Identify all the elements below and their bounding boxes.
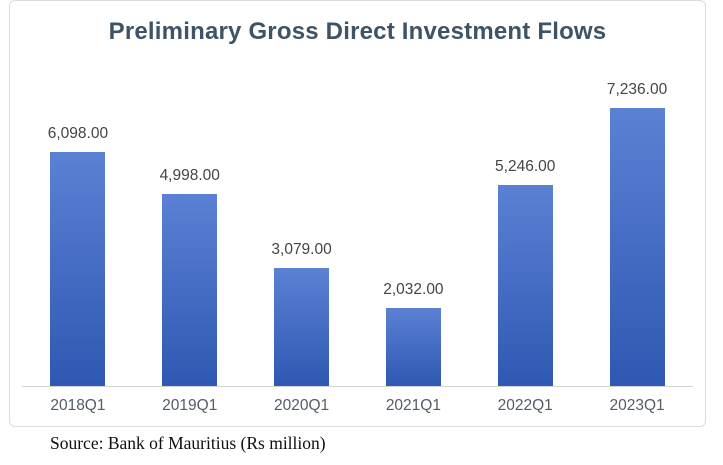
bar-2023Q1: [609, 108, 665, 386]
bar-2018Q1: [50, 151, 106, 386]
x-axis-label-2021Q1: 2021Q1: [385, 397, 441, 414]
chart-title: Preliminary Gross Direct Investment Flow…: [108, 18, 607, 45]
bars-row: 6,098.00 4,998.00 3,079.00 2,032.00 5,246.00…: [22, 71, 693, 386]
bar-2022Q1: [497, 184, 553, 386]
data-label-2018Q1: 6,098.00: [47, 124, 109, 142]
bar-2020Q1: [274, 267, 330, 386]
bar-2019Q1: [162, 194, 218, 386]
bar-2021Q1: [385, 307, 441, 386]
chart-container: Preliminary Gross Direct Investment Flow…: [9, 0, 706, 427]
data-label-2020Q1: 3,079.00: [271, 240, 332, 258]
bar-group-2023Q1: 7,236.00: [581, 81, 693, 386]
bar-group-2022Q1: 5,246.00: [469, 157, 581, 386]
x-axis-label-2019Q1: 2019Q1: [162, 397, 218, 414]
x-axis-label-2020Q1: 2020Q1: [273, 397, 330, 414]
data-label-2022Q1: 5,246.00: [495, 157, 556, 175]
bar-group-2021Q1: 2,032.00: [357, 281, 469, 386]
data-label-2023Q1: 7,236.00: [606, 81, 668, 98]
plot-area: 6,098.00 4,998.00 3,079.00 2,032.00 5,246.00…: [22, 71, 693, 387]
data-label-2019Q1: 4,998.00: [159, 167, 220, 184]
source-note: Source: Bank of Mauritius (Rs million): [50, 433, 326, 453]
data-label-2021Q1: 2,032.00: [383, 280, 444, 298]
bar-group-2018Q1: 6,098.00: [22, 125, 134, 386]
x-axis-label-2022Q1: 2022Q1: [497, 397, 553, 414]
x-axis-label-2023Q1: 2023Q1: [609, 397, 665, 414]
x-axis-labels: 2018Q1 2019Q1 2020Q1 2021Q1 2022Q1 2023Q1: [22, 388, 693, 426]
bar-group-2019Q1: 4,998.00: [134, 167, 246, 386]
x-axis-label-2018Q1: 2018Q1: [50, 397, 106, 414]
bar-group-2020Q1: 3,079.00: [246, 241, 358, 386]
